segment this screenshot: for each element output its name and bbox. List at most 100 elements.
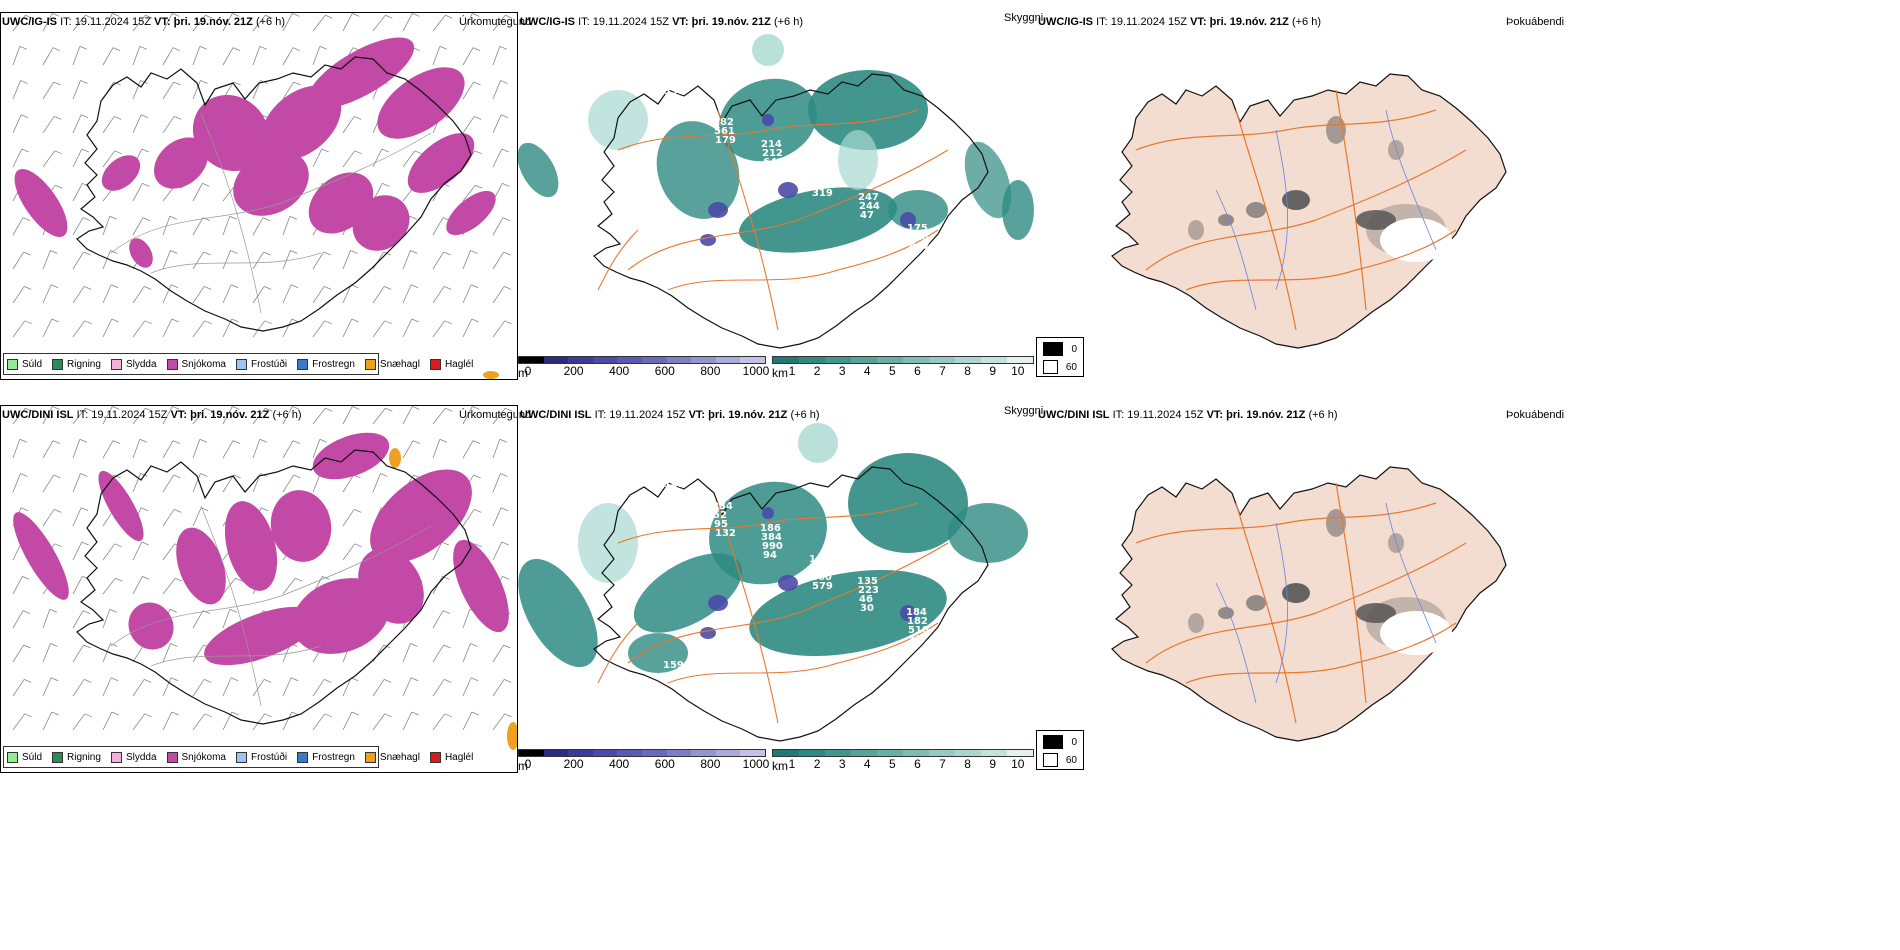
legend-label: Slydda [125, 752, 157, 763]
fog-patch [1388, 533, 1404, 553]
roads [597, 502, 949, 724]
legend-item-súld: Súld [7, 359, 42, 370]
cloud-base-label: 119 [665, 95, 686, 106]
snow-patch [407, 133, 475, 193]
snow-patch [14, 168, 68, 238]
cloud-base-label: 218 [908, 232, 929, 243]
cloud-patch [656, 121, 740, 219]
init-time-label: IT: [60, 16, 72, 28]
legend-label: Súld [22, 752, 43, 763]
fog-indicator-panel [1036, 30, 1556, 360]
legend-item-rigning: Rigning [52, 359, 101, 370]
cloud-base-label: 223 [858, 585, 879, 596]
legend-label: Snjókoma [181, 752, 226, 763]
colorbar-tick: 6 [914, 757, 921, 771]
precip-panel-title: Úrkomutegund [459, 409, 532, 421]
legend-item-slydda: Slydda [110, 359, 157, 370]
cloud-patch [739, 187, 897, 253]
colorbar-tick: 0 [524, 757, 532, 771]
cloud-base-label: 384 [761, 532, 782, 543]
cloud-patch [628, 633, 688, 673]
cloud-visibility-panel: 310 179 319 447 412 642 47 42 561 146 218 119 212 244… [518, 30, 1036, 380]
colorbar-tick: 200 [563, 364, 584, 378]
cloud-cover-value: 0 [1071, 736, 1077, 748]
cloud-patch [709, 481, 827, 585]
init-time-value: 19.11.2024 15Z [91, 409, 168, 421]
cloud-base-label: 46 [859, 594, 873, 605]
cloud-base-patch [900, 605, 916, 621]
snow-patch [176, 527, 226, 605]
cloud-patch [749, 569, 947, 657]
cloud-cover-row: 0 [1043, 735, 1077, 749]
cloud-patch [848, 453, 968, 553]
cloud-cover-swatch [1043, 753, 1058, 767]
fog-patch [1218, 214, 1234, 226]
cloud-base-label: 74 [954, 629, 968, 640]
legend-item-snjókoma: Snjókoma [166, 359, 226, 370]
colorbar-tick: 1000 [742, 757, 770, 771]
cloud-base-label: 130 [956, 254, 977, 265]
precip-map [12, 13, 513, 379]
coastline [593, 73, 989, 349]
lead-time: (+6 h) [790, 409, 820, 421]
cloud-map: 211 132 579 57 532 94 30 895 95 460 510 69 990 46 985 5… [518, 423, 1028, 742]
cloud-cover-swatch [1043, 735, 1064, 749]
lead-time: (+6 h) [1291, 16, 1322, 28]
cloud-base-colorbar: m 0 200 400 600 800 1000 [518, 749, 769, 773]
model-name: UWC/IG-IS [520, 16, 575, 28]
roads [1135, 482, 1467, 724]
cloud-base-patch [700, 234, 716, 246]
colorbar-tick: 1000 [742, 364, 770, 378]
model-name: UWC/DINI ISL [1038, 409, 1110, 421]
visibility-areas [518, 34, 1034, 253]
precip-type-panel: Súld Rigning Slydda Snjókoma Frostúði Frostre… [0, 12, 518, 380]
cloud-base-label: 47 [860, 210, 874, 221]
colorbar-tick: 1 [788, 364, 796, 378]
land-area [1111, 73, 1507, 349]
colorbar-tick: 0 [524, 364, 532, 378]
cloud-patch [964, 141, 1012, 219]
snow-patch [260, 85, 342, 161]
legend-item-frostregn: Frostregn [297, 752, 355, 763]
sleet-patch [483, 371, 499, 379]
panel-header: UWC/DINI ISL IT: 19.11.2024 15Z VT: þri.… [520, 409, 820, 421]
legend-swatch [429, 359, 441, 370]
visibility-colorbar: km 1 2 3 4 5 6 7 8 9 10 [772, 749, 1034, 773]
cloud-patch [948, 503, 1028, 563]
cloud-base-label: 985 [956, 647, 977, 658]
cloud-base-labels: 211 132 579 57 532 94 30 895 95 460 510 69 990 46 985 5… [618, 475, 978, 671]
model-name: UWC/IG-IS [2, 16, 57, 28]
cloud-base-colorbar: m 0 200 400 600 800 1000 [518, 356, 769, 380]
cloud-base-label: 69 [665, 488, 679, 499]
snow-patch [204, 606, 318, 666]
cloud-patch [633, 553, 743, 633]
cloud-base-patch [762, 114, 774, 126]
init-time-label: IT: [1096, 16, 1108, 28]
fog-map [1111, 466, 1507, 742]
legend-label: Súld [22, 359, 43, 370]
colorbar-ticks: 1 2 3 4 5 6 7 8 9 10 [789, 757, 1025, 771]
colorbar-tick: 10 [1011, 364, 1025, 378]
cloud-cover-value: 0 [1071, 343, 1077, 355]
colorbar-tick: 8 [964, 757, 971, 771]
init-time-value: 19.11.2024 15Z [592, 16, 669, 28]
init-time-value: 19.11.2024 15Z [609, 409, 686, 421]
init-time-value: 19.11.2024 15Z [1110, 16, 1187, 28]
legend-swatch [7, 752, 18, 763]
valid-time-value: þri. 19.nóv. 21Z [190, 409, 270, 421]
fog-patch [1218, 607, 1234, 619]
snow-patch [370, 469, 472, 563]
legend-label: Frostregn [312, 752, 355, 763]
colorbar-unit: km [772, 366, 788, 380]
colorbar-tick: 3 [838, 757, 846, 771]
legend-label: Snæhagl [379, 359, 420, 370]
legend-swatch [429, 752, 441, 763]
colorbar-tick: 800 [700, 757, 721, 771]
roads [110, 112, 432, 314]
cloud-cover-value: 60 [1065, 754, 1077, 766]
valid-time-label: VT: [672, 16, 689, 28]
colorbar-ticks: 1 2 3 4 5 6 7 8 9 10 [788, 364, 1025, 378]
low-cloud-base-areas [700, 114, 916, 246]
cloud-base-label: 135 [857, 576, 878, 587]
snow-patch [13, 512, 69, 600]
